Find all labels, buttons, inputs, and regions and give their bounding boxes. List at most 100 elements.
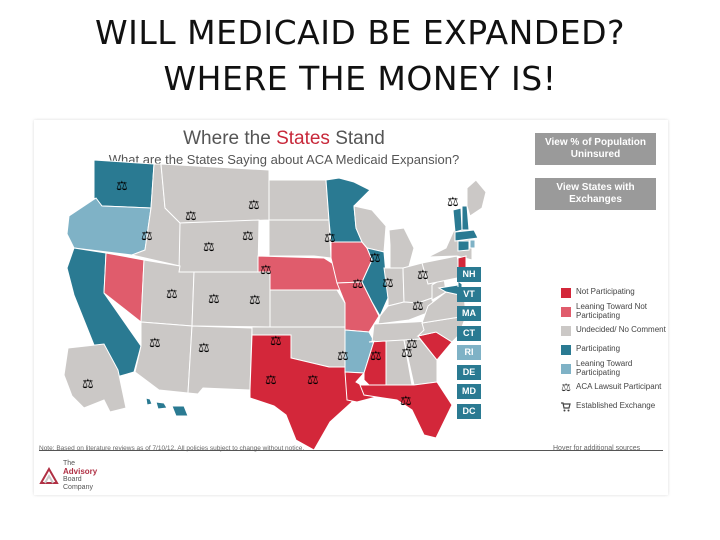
lawsuit-icon-fl[interactable]: ⚖ — [400, 394, 412, 409]
state-il[interactable] — [361, 247, 389, 318]
view-exchanges-button[interactable]: View States with Exchanges — [535, 178, 656, 210]
state-az[interactable] — [134, 321, 193, 394]
state-fl[interactable] — [359, 381, 453, 439]
lawsuit-icon-wa[interactable]: ⚖ — [116, 179, 128, 194]
logo-line4: Company — [63, 484, 93, 491]
lawsuit-icon-mt[interactable]: ⚖ — [185, 209, 197, 224]
map-subtitle: What are the States Saying about ACA Med… — [108, 152, 460, 167]
legend-label: Not Participating — [576, 287, 635, 297]
lawsuit-icon-ks[interactable]: ⚖ — [249, 293, 261, 308]
footer-divider — [39, 450, 663, 451]
legend-label: Undecided/ No Comment — [576, 325, 666, 335]
state-ma[interactable] — [454, 229, 479, 242]
footnote: Note: Based on literature reviews as of … — [39, 445, 305, 452]
legend-swatch-undecided — [561, 325, 571, 336]
lawsuit-icon-ok[interactable]: ⚖ — [270, 334, 282, 349]
legend-label: Participating — [576, 344, 621, 354]
state-sd[interactable] — [268, 219, 332, 259]
legend-label: ACA Lawsuit Participant — [576, 382, 662, 392]
lawsuit-icon-va[interactable]: ⚖ — [412, 299, 424, 314]
lawsuit-icon-tx[interactable]: ⚖ — [265, 373, 277, 388]
logo-line2: Advisory — [63, 467, 98, 476]
logo-line1: The — [63, 460, 76, 467]
legend-swatch-leaning-not — [561, 306, 571, 317]
small-state-list: NH VT MA CT RI DE MD DC — [457, 267, 481, 423]
map-panel: Where the States Stand What are the Stat… — [34, 120, 668, 495]
lawsuit-icon-ga[interactable]: ⚖ — [401, 346, 413, 361]
state-ct[interactable] — [457, 240, 470, 252]
small-state-badge[interactable]: MA — [457, 306, 481, 321]
legend-item: Not Participating — [561, 283, 666, 302]
map-title-suffix: Stand — [329, 128, 385, 149]
lawsuit-icon-ut[interactable]: ⚖ — [166, 287, 178, 302]
lawsuit-icon-wi[interactable]: ⚖ — [324, 231, 336, 246]
map-title-prefix: Where the — [183, 128, 277, 149]
state-vt[interactable] — [452, 207, 463, 233]
lawsuit-icon-mi[interactable]: ⚖ — [369, 251, 381, 266]
state-nd[interactable] — [268, 179, 330, 221]
state-mt[interactable] — [160, 163, 270, 224]
legend-swatch-leaning-participating — [561, 363, 571, 374]
state-va[interactable] — [421, 291, 467, 324]
legend-item: Undecided/ No Comment — [561, 321, 666, 340]
lawsuit-icon-id[interactable]: ⚖ — [141, 229, 153, 244]
legend-label: Established Exchange — [576, 401, 656, 411]
small-state-badge[interactable]: VT — [457, 286, 481, 302]
lawsuit-icon-ak[interactable]: ⚖ — [82, 377, 94, 392]
lawsuit-icon-al[interactable]: ⚖ — [370, 349, 382, 364]
state-hi-island-3[interactable] — [171, 405, 189, 417]
legend-swatch-not-participating — [561, 287, 571, 298]
lawsuit-icon-ms[interactable]: ⚖ — [337, 349, 349, 364]
lawsuit-icon-az[interactable]: ⚖ — [149, 336, 161, 351]
lawsuit-icon-co[interactable]: ⚖ — [208, 292, 220, 307]
small-state-badge[interactable]: RI — [457, 345, 481, 360]
cart-icon — [561, 401, 571, 412]
lawsuit-icon-in[interactable]: ⚖ — [352, 277, 364, 292]
state-ri[interactable] — [469, 239, 476, 249]
logo-mark-icon — [39, 467, 59, 484]
lawsuit-icon-wy[interactable]: ⚖ — [203, 240, 215, 255]
lawsuit-icon-oh[interactable]: ⚖ — [382, 276, 394, 291]
legend-item: ⚖ ACA Lawsuit Participant — [561, 378, 666, 397]
small-state-badge[interactable]: CT — [457, 325, 481, 341]
state-tx[interactable] — [249, 334, 353, 450]
state-ga[interactable] — [403, 338, 438, 386]
lawsuit-icon-la[interactable]: ⚖ — [307, 373, 319, 388]
legend-label: Leaning Toward Not Participating — [576, 302, 648, 320]
hover-sources-link[interactable]: Hover for additional sources — [553, 445, 641, 452]
lawsuit-icon-nd[interactable]: ⚖ — [248, 198, 260, 213]
legend-item: Established Exchange — [561, 397, 666, 416]
lawsuit-icon-pa[interactable]: ⚖ — [417, 268, 429, 283]
state-hi-island-2[interactable] — [155, 401, 168, 410]
legend-item: Leaning Toward Not Participating — [561, 302, 666, 321]
view-uninsured-button[interactable]: View % of Population Uninsured — [535, 133, 656, 165]
small-state-badge[interactable]: DE — [457, 364, 481, 380]
lawsuit-icon-nm[interactable]: ⚖ — [198, 341, 210, 356]
state-nm[interactable] — [187, 325, 253, 395]
map-title: Where the States Stand — [34, 128, 534, 150]
lawsuit-icon-me[interactable]: ⚖ — [447, 195, 459, 210]
small-state-badge[interactable]: MD — [457, 384, 481, 399]
slide-title-line1: WILL MEDICAID BE EXPANDED? — [94, 13, 625, 52]
logo-text: The Advisory Board Company — [63, 460, 97, 492]
logo-line3: Board — [63, 476, 82, 483]
state-hi[interactable] — [145, 397, 153, 406]
lawsuit-icon-sd[interactable]: ⚖ — [242, 229, 254, 244]
state-nh[interactable] — [461, 205, 470, 231]
map-title-accent: States — [276, 128, 330, 149]
small-state-badge[interactable]: NH — [457, 267, 481, 282]
map-legend: Not Participating Leaning Toward Not Par… — [561, 283, 666, 416]
slide-title-line2: WHERE THE MONEY IS! — [163, 59, 557, 98]
state-mi[interactable] — [388, 227, 415, 271]
lawsuit-icon-sc[interactable]: ⚖ — [406, 337, 418, 352]
state-ak[interactable] — [63, 343, 127, 413]
legend-item: Participating — [561, 340, 666, 359]
state-ks[interactable] — [269, 289, 346, 328]
slide-title: WILL MEDICAID BE EXPANDED? WHERE THE MON… — [0, 10, 720, 102]
small-state-badge[interactable]: DC — [457, 403, 481, 419]
state-me[interactable] — [466, 179, 487, 217]
scale-icon: ⚖ — [561, 382, 571, 394]
state-wy[interactable] — [178, 219, 260, 273]
advisory-board-logo: The Advisory Board Company — [39, 460, 97, 492]
lawsuit-icon-ne[interactable]: ⚖ — [260, 263, 272, 278]
